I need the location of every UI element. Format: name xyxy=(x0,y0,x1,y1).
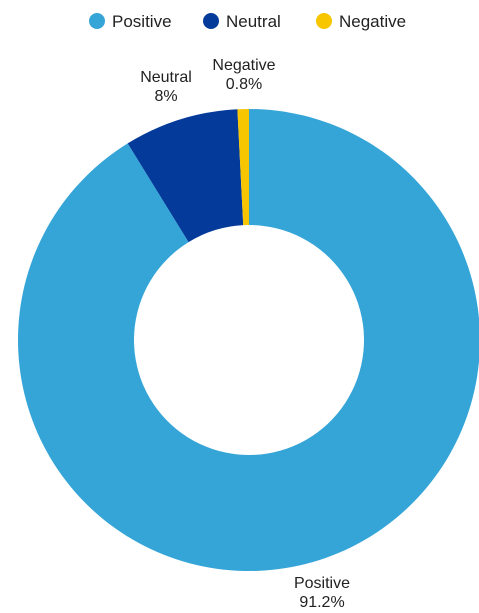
data-label-name-negative: Negative xyxy=(212,57,275,74)
slice-neutral[interactable] xyxy=(127,109,244,243)
slice-positive[interactable] xyxy=(18,109,479,571)
legend-marker-negative xyxy=(316,13,332,29)
legend-label-negative: Negative xyxy=(339,12,406,31)
data-label-value-negative: 0.8% xyxy=(226,76,262,93)
chart-legend: Positive Neutral Negative xyxy=(89,12,406,31)
data-label-value-neutral: 8% xyxy=(154,88,177,105)
data-label-value-positive: 91.2% xyxy=(299,594,344,611)
data-labels: Positive 91.2% Neutral 8% Negative 0.8% xyxy=(140,57,350,611)
legend-label-neutral: Neutral xyxy=(226,12,281,31)
donut-slices xyxy=(18,109,479,571)
data-label-name-neutral: Neutral xyxy=(140,69,192,86)
legend-marker-positive xyxy=(89,13,105,29)
legend-marker-neutral xyxy=(203,13,219,29)
legend-label-positive: Positive xyxy=(112,12,172,31)
data-label-name-positive: Positive xyxy=(294,575,350,592)
slice-negative[interactable] xyxy=(237,109,249,226)
